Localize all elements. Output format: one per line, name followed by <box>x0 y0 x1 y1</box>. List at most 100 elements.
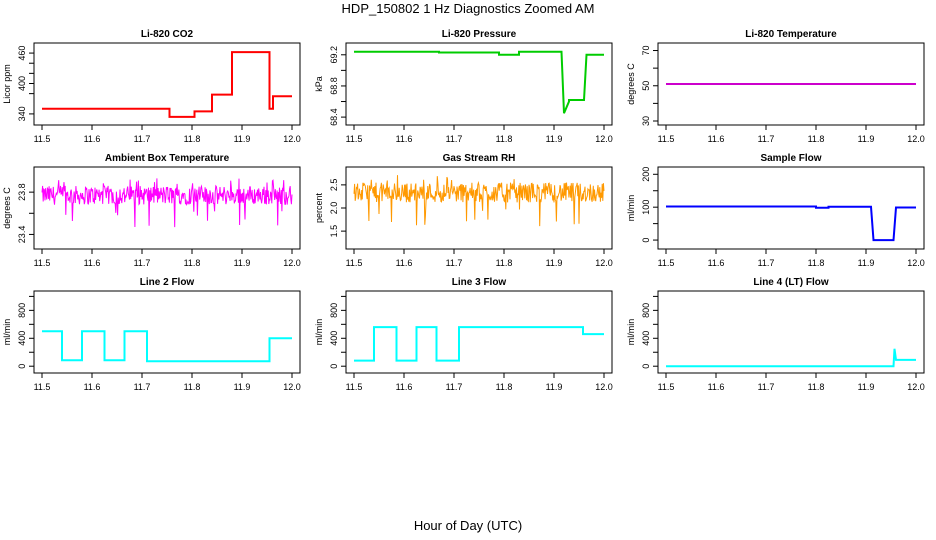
y-axis-label: kPa <box>314 76 324 92</box>
x-tick-label: 12.0 <box>595 382 613 392</box>
y-tick-label: 0 <box>17 364 27 369</box>
x-tick-label: 12.0 <box>595 258 613 268</box>
x-tick-label: 11.9 <box>234 382 251 392</box>
x-tick-label: 11.9 <box>858 382 875 392</box>
x-tick-label: 11.5 <box>346 134 363 144</box>
x-tick-label: 12.0 <box>283 134 301 144</box>
panel-3: Li-820 Temperature degrees C 11.5 11.6 11.7 1… <box>626 29 925 144</box>
x-tick-label: 11.6 <box>708 258 725 268</box>
x-tick-label: 12.0 <box>907 258 925 268</box>
plot-frame <box>657 166 925 250</box>
y-tick-label: 50 <box>641 81 651 91</box>
x-tick-label: 11.5 <box>658 258 675 268</box>
y-tick-label: 400 <box>17 76 27 91</box>
x-tick-label: 11.5 <box>34 258 51 268</box>
x-tick-label: 11.9 <box>234 134 251 144</box>
panel-title: Line 4 (LT) Flow <box>753 277 829 288</box>
plot-frame <box>33 42 301 126</box>
x-tick-label: 11.5 <box>658 382 675 392</box>
panel-9: Line 4 (LT) Flow ml/min 11.5 11.6 11.7 11.8 11… <box>626 277 925 392</box>
y-axis-label: Licor ppm <box>2 64 12 104</box>
panel-2: Li-820 Pressure kPa 11.5 11.6 11.7 11.8 11.9 12… <box>314 29 613 144</box>
x-tick-label: 11.9 <box>546 134 563 144</box>
panel-title: Li-820 Temperature <box>745 29 837 40</box>
y-axis-label: percent <box>314 192 324 223</box>
x-tick-label: 11.8 <box>496 134 513 144</box>
y-tick-label: 400 <box>329 331 339 346</box>
main-title: HDP_150802 1 Hz Diagnostics Zoomed AM <box>341 1 595 16</box>
x-tick-label: 11.9 <box>858 134 875 144</box>
plot-frame <box>657 42 925 126</box>
plot-frame <box>345 166 613 250</box>
x-tick-label: 11.5 <box>34 382 51 392</box>
x-tick-label: 11.7 <box>758 382 775 392</box>
panel-4: Ambient Box Temperature degrees C 11.5 11.6… <box>2 153 301 268</box>
x-tick-label: 11.7 <box>446 134 463 144</box>
y-tick-label: 70 <box>641 46 651 56</box>
panel-title: Line 2 Flow <box>140 277 195 288</box>
x-tick-label: 11.5 <box>346 258 363 268</box>
x-tick-label: 11.6 <box>84 134 101 144</box>
panel-title: Ambient Box Temperature <box>105 153 230 164</box>
x-tick-label: 11.8 <box>184 258 201 268</box>
x-tick-label: 11.6 <box>84 382 101 392</box>
plot-frame <box>33 166 301 250</box>
plot-frame <box>657 290 925 374</box>
x-tick-label: 11.8 <box>184 382 201 392</box>
x-tick-label: 11.6 <box>84 258 101 268</box>
y-axis-label: degrees C <box>2 187 12 229</box>
y-axis-label: ml/min <box>2 319 12 346</box>
x-tick-label: 11.6 <box>708 134 725 144</box>
x-tick-label: 11.8 <box>496 382 513 392</box>
x-tick-label: 12.0 <box>283 382 301 392</box>
panel-title: Line 3 Flow <box>452 277 507 288</box>
panel-6: Sample Flow ml/min 11.5 11.6 11.7 11.8 11.9 12.… <box>626 153 925 268</box>
y-tick-label: 68.4 <box>329 108 339 126</box>
x-tick-label: 11.8 <box>496 258 513 268</box>
y-tick-label: 68.8 <box>329 77 339 95</box>
panel-5: Gas Stream RH percent 11.5 11.6 11.7 11.8 11.9… <box>314 153 613 268</box>
panel-title: Li-820 CO2 <box>141 29 194 40</box>
y-tick-label: 2.0 <box>329 202 339 215</box>
x-tick-label: 11.6 <box>396 258 413 268</box>
x-tick-label: 11.8 <box>808 134 825 144</box>
x-tick-label: 12.0 <box>283 258 301 268</box>
y-axis-label: degrees C <box>626 63 636 105</box>
x-tick-label: 11.7 <box>758 258 775 268</box>
y-tick-label: 23.8 <box>17 183 27 201</box>
x-tick-label: 11.9 <box>546 382 563 392</box>
y-tick-label: 800 <box>641 303 651 318</box>
panel-title: Sample Flow <box>760 153 821 164</box>
x-tick-label: 11.7 <box>134 258 151 268</box>
y-tick-label: 0 <box>641 238 651 243</box>
y-tick-label: 800 <box>329 303 339 318</box>
plot-frame <box>345 42 613 126</box>
panel-title: Li-820 Pressure <box>442 29 517 40</box>
y-tick-label: 69.2 <box>329 46 339 64</box>
x-tick-label: 11.5 <box>34 134 51 144</box>
x-tick-label: 11.5 <box>658 134 675 144</box>
y-tick-label: 400 <box>17 331 27 346</box>
x-tick-label: 11.6 <box>708 382 725 392</box>
x-tick-label: 11.6 <box>396 134 413 144</box>
series-line <box>666 205 916 242</box>
plot-frame <box>345 290 613 374</box>
series-line <box>42 51 292 118</box>
x-tick-label: 11.7 <box>446 258 463 268</box>
x-tick-label: 12.0 <box>907 134 925 144</box>
y-axis-label: ml/min <box>314 319 324 346</box>
y-tick-label: 340 <box>17 106 27 121</box>
panel-7: Line 2 Flow ml/min 11.5 11.6 11.7 11.8 11.9 12.… <box>2 277 301 392</box>
series-line <box>42 330 292 363</box>
y-axis-label: ml/min <box>626 319 636 346</box>
x-axis-title: Hour of Day (UTC) <box>413 518 523 533</box>
x-tick-label: 12.0 <box>595 134 613 144</box>
series-line <box>666 348 916 368</box>
y-tick-label: 100 <box>641 200 651 215</box>
x-tick-label: 11.9 <box>546 258 563 268</box>
y-axis-label: ml/min <box>626 195 636 222</box>
panel-title: Gas Stream RH <box>443 153 516 164</box>
y-tick-label: 23.4 <box>17 226 27 244</box>
y-tick-label: 200 <box>641 167 651 182</box>
